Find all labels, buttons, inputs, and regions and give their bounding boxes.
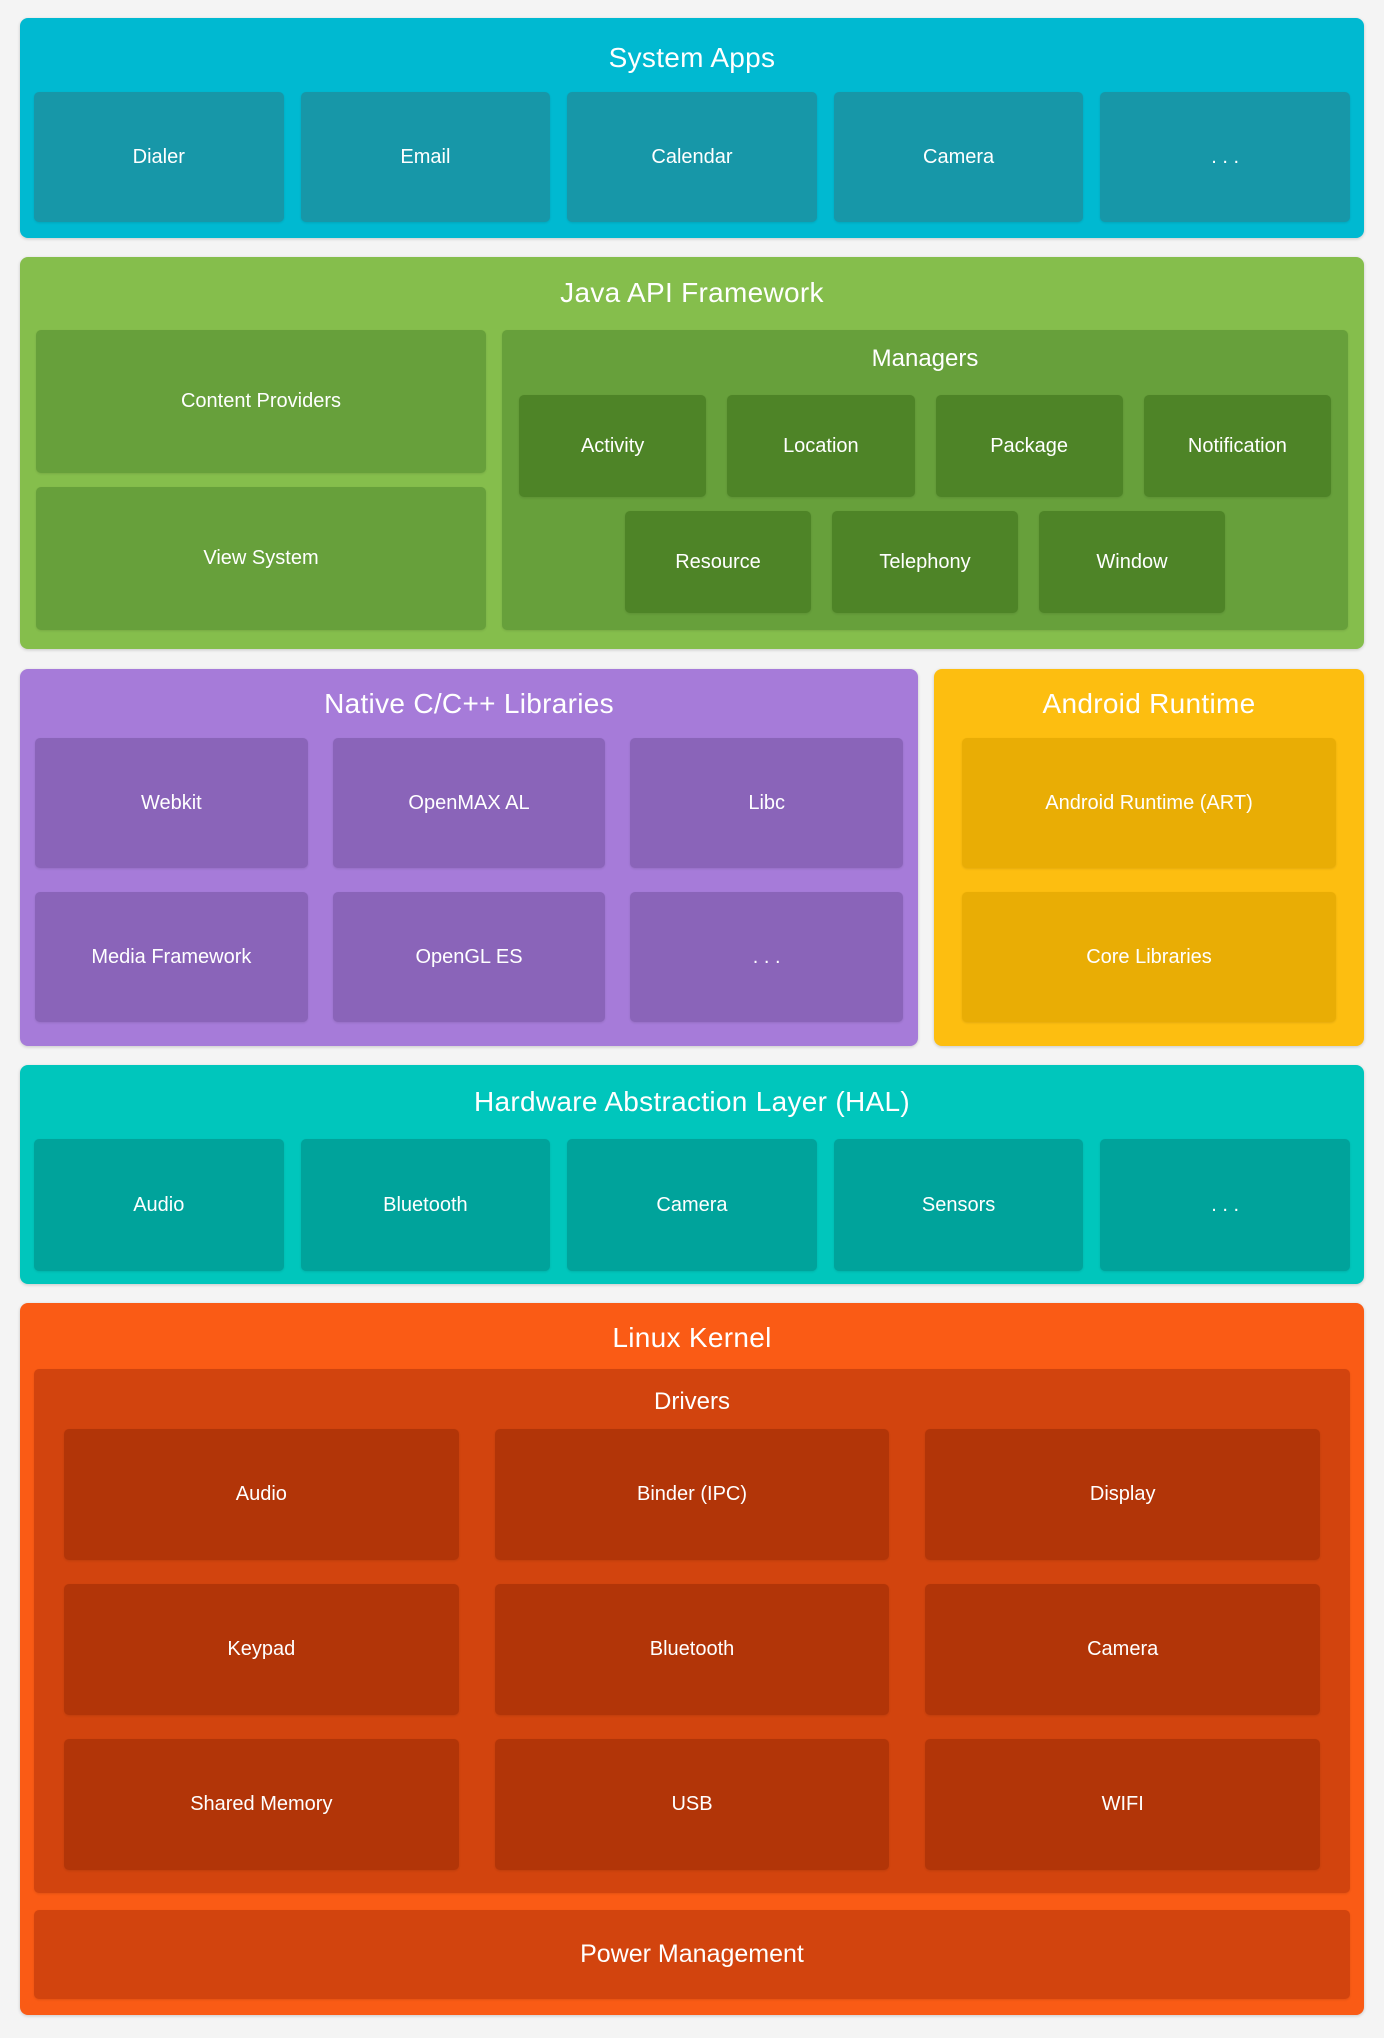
box-keypad-driver: Keypad — [64, 1584, 459, 1715]
box-hal-sensors: Sensors — [833, 1139, 1084, 1271]
box-openmax-al: OpenMAX AL — [332, 738, 606, 868]
drivers-row-2: Keypad Bluetooth Camera — [34, 1584, 1350, 1715]
box-resource-manager: Resource — [625, 511, 811, 613]
box-calendar: Calendar — [567, 92, 817, 222]
box-android-runtime-art: Android Runtime (ART) — [962, 738, 1336, 868]
box-power-management: Power Management — [34, 1910, 1350, 1999]
box-bluetooth-driver: Bluetooth — [494, 1584, 890, 1715]
box-hal-bluetooth: Bluetooth — [300, 1139, 551, 1271]
drivers-row-1: Audio Binder (IPC) Display — [34, 1429, 1350, 1560]
section-title-native-libraries: Native C/C++ Libraries — [324, 688, 614, 719]
box-email: Email — [300, 92, 551, 222]
box-hal-camera: Camera — [567, 1139, 817, 1271]
box-binder-ipc-driver: Binder (IPC) — [494, 1429, 890, 1560]
box-hal-audio: Audio — [34, 1139, 284, 1271]
box-location-manager: Location — [727, 395, 915, 497]
box-content-providers: Content Providers — [36, 330, 486, 473]
box-view-system: View System — [36, 487, 486, 630]
box-camera-driver: Camera — [925, 1584, 1321, 1715]
box-activity-manager: Activity — [519, 395, 707, 497]
section-title-system-apps: System Apps — [608, 42, 776, 73]
box-more-apps: . . . — [1100, 92, 1350, 222]
section-title-hal: Hardware Abstraction Layer (HAL) — [474, 1086, 910, 1117]
managers-container: Managers Activity Location Package Notif… — [502, 330, 1348, 630]
box-media-framework: Media Framework — [35, 892, 308, 1022]
section-title-linux-kernel: Linux Kernel — [612, 1322, 772, 1353]
box-camera-app: Camera — [833, 92, 1084, 222]
section-hal: Hardware Abstraction Layer (HAL) Audio B… — [20, 1065, 1364, 1284]
box-package-manager: Package — [935, 395, 1123, 497]
section-native-libraries: Native C/C++ Libraries Webkit OpenMAX AL… — [20, 669, 918, 1046]
hal-row: Audio Bluetooth Camera Sensors . . . — [20, 1139, 1364, 1271]
section-title-android-runtime: Android Runtime — [1042, 688, 1256, 719]
box-notification-manager: Notification — [1143, 395, 1331, 497]
box-window-manager: Window — [1039, 511, 1225, 613]
box-hal-more: . . . — [1100, 1139, 1350, 1271]
managers-title: Managers — [871, 345, 979, 372]
box-dialer: Dialer — [34, 92, 284, 222]
box-opengl-es: OpenGL ES — [332, 892, 606, 1022]
native-and-runtime-row: Native C/C++ Libraries Webkit OpenMAX AL… — [20, 669, 1364, 1046]
box-telephony-manager: Telephony — [832, 511, 1018, 613]
section-linux-kernel: Linux Kernel Drivers Audio Binder (IPC) … — [20, 1303, 1364, 2015]
box-audio-driver: Audio — [64, 1429, 459, 1560]
native-row-1: Webkit OpenMAX AL Libc — [35, 738, 904, 868]
section-android-runtime: Android Runtime Android Runtime (ART) Co… — [934, 669, 1364, 1046]
drivers-container: Drivers Audio Binder (IPC) Display Keypa… — [34, 1369, 1350, 1893]
java-api-left-column: Content Providers View System — [36, 330, 486, 630]
android-runtime-boxes: Android Runtime (ART) Core Libraries — [934, 738, 1364, 1022]
java-api-body: Content Providers View System Managers A… — [20, 330, 1364, 630]
drivers-row-3: Shared Memory USB WIFI — [34, 1739, 1350, 1870]
box-webkit: Webkit — [35, 738, 308, 868]
box-libc: Libc — [630, 738, 904, 868]
box-display-driver: Display — [925, 1429, 1321, 1560]
box-wifi-driver: WIFI — [925, 1739, 1321, 1870]
native-row-2: Media Framework OpenGL ES . . . — [35, 892, 904, 1022]
section-java-api-framework: Java API Framework Content Providers Vie… — [20, 257, 1364, 649]
drivers-title: Drivers — [654, 1388, 730, 1415]
box-more-libraries: . . . — [630, 892, 904, 1022]
box-shared-memory-driver: Shared Memory — [64, 1739, 459, 1870]
section-system-apps: System Apps Dialer Email Calendar Camera… — [20, 18, 1364, 238]
box-core-libraries: Core Libraries — [962, 892, 1336, 1022]
native-libraries-grid: Webkit OpenMAX AL Libc Media Framework O… — [20, 738, 918, 1022]
managers-row-1: Activity Location Package Notification — [502, 395, 1348, 497]
box-usb-driver: USB — [494, 1739, 890, 1870]
managers-row-2: Resource Telephony Window — [502, 511, 1348, 613]
section-title-java-api-framework: Java API Framework — [560, 277, 824, 308]
system-apps-row: Dialer Email Calendar Camera . . . — [20, 92, 1364, 222]
